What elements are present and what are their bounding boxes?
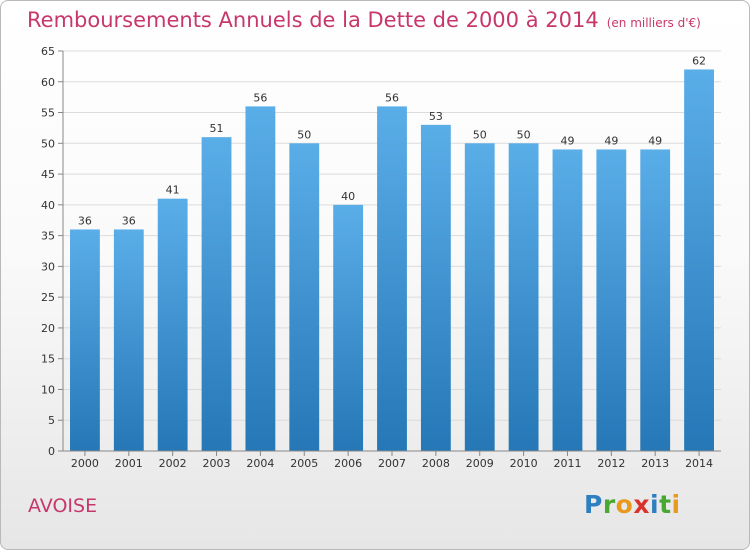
x-tick-label-2010: 2010	[510, 457, 538, 470]
location-name: AVOISE	[28, 495, 98, 517]
value-label-2010: 50	[517, 128, 531, 141]
y-tick-label: 45	[41, 168, 55, 181]
bar-2002	[157, 198, 188, 451]
value-label-2009: 50	[473, 128, 487, 141]
value-label-2004: 56	[253, 91, 267, 104]
x-tick-label-2008: 2008	[422, 457, 450, 470]
y-tick-label: 20	[41, 322, 55, 335]
logo-letter: t	[659, 490, 672, 519]
bar-2000	[70, 229, 100, 451]
y-tick-label: 35	[41, 230, 55, 243]
value-label-2013: 49	[648, 134, 662, 147]
value-label-2006: 40	[341, 190, 355, 203]
bar-2009	[464, 143, 495, 452]
bar-2013	[640, 149, 671, 451]
x-tick-label-2000: 2000	[71, 457, 99, 470]
x-tick-label-2013: 2013	[641, 457, 669, 470]
x-tick-label-2001: 2001	[115, 457, 143, 470]
logo-letter: o	[615, 490, 634, 519]
chart-title-line: Remboursements Annuels de la Dette de 20…	[27, 8, 701, 32]
value-label-2014: 62	[692, 54, 706, 67]
x-tick-label-2014: 2014	[685, 457, 713, 470]
bar-2014	[684, 69, 714, 451]
value-label-2008: 53	[429, 110, 443, 123]
value-label-2003: 51	[210, 122, 224, 135]
bar-2010	[508, 143, 539, 452]
y-tick-label: 55	[41, 107, 55, 120]
value-label-2002: 41	[166, 184, 180, 197]
y-tick-label: 15	[41, 353, 55, 366]
logo-letter: x	[633, 490, 650, 519]
bar-2003	[201, 137, 232, 451]
bar-2007	[377, 106, 407, 451]
bar-2006	[333, 204, 364, 451]
bar-2004	[245, 106, 276, 451]
value-label-2001: 36	[122, 214, 136, 227]
y-tick-label: 60	[41, 76, 55, 89]
y-tick-label: 10	[41, 383, 55, 396]
y-tick-label: 5	[48, 414, 55, 427]
bar-2012	[596, 149, 627, 451]
value-label-2000: 36	[78, 214, 92, 227]
value-label-2005: 50	[297, 128, 311, 141]
x-tick-label-2009: 2009	[466, 457, 494, 470]
value-label-2011: 49	[560, 134, 574, 147]
y-tick-label: 0	[48, 445, 55, 458]
x-tick-label-2011: 2011	[553, 457, 581, 470]
y-tick-label: 50	[41, 137, 55, 150]
chart-subtitle: (en milliers d'€)	[606, 16, 701, 30]
logo-letter: i	[650, 490, 660, 519]
proxiti-logo: Proxiti	[584, 490, 681, 519]
bar-2011	[552, 149, 583, 451]
logo-letter: P	[584, 490, 603, 519]
y-tick-label: 30	[41, 260, 55, 273]
x-tick-label-2004: 2004	[246, 457, 274, 470]
bar-2008	[420, 124, 451, 451]
x-tick-label-2005: 2005	[290, 457, 318, 470]
chart-title: Remboursements Annuels de la Dette de 20…	[27, 8, 599, 32]
logo-letter: i	[671, 490, 681, 519]
y-tick-label: 65	[41, 45, 55, 58]
value-label-2007: 56	[385, 91, 399, 104]
y-tick-label: 25	[41, 291, 55, 304]
x-tick-label-2003: 2003	[203, 457, 231, 470]
x-tick-label-2007: 2007	[378, 457, 406, 470]
bar-2001	[113, 229, 144, 451]
x-tick-label-2012: 2012	[597, 457, 625, 470]
x-tick-label-2002: 2002	[159, 457, 187, 470]
value-label-2012: 49	[604, 134, 618, 147]
y-tick-label: 40	[41, 199, 55, 212]
logo-letter: r	[602, 490, 616, 519]
x-tick-label-2006: 2006	[334, 457, 362, 470]
bar-2005	[289, 143, 320, 452]
